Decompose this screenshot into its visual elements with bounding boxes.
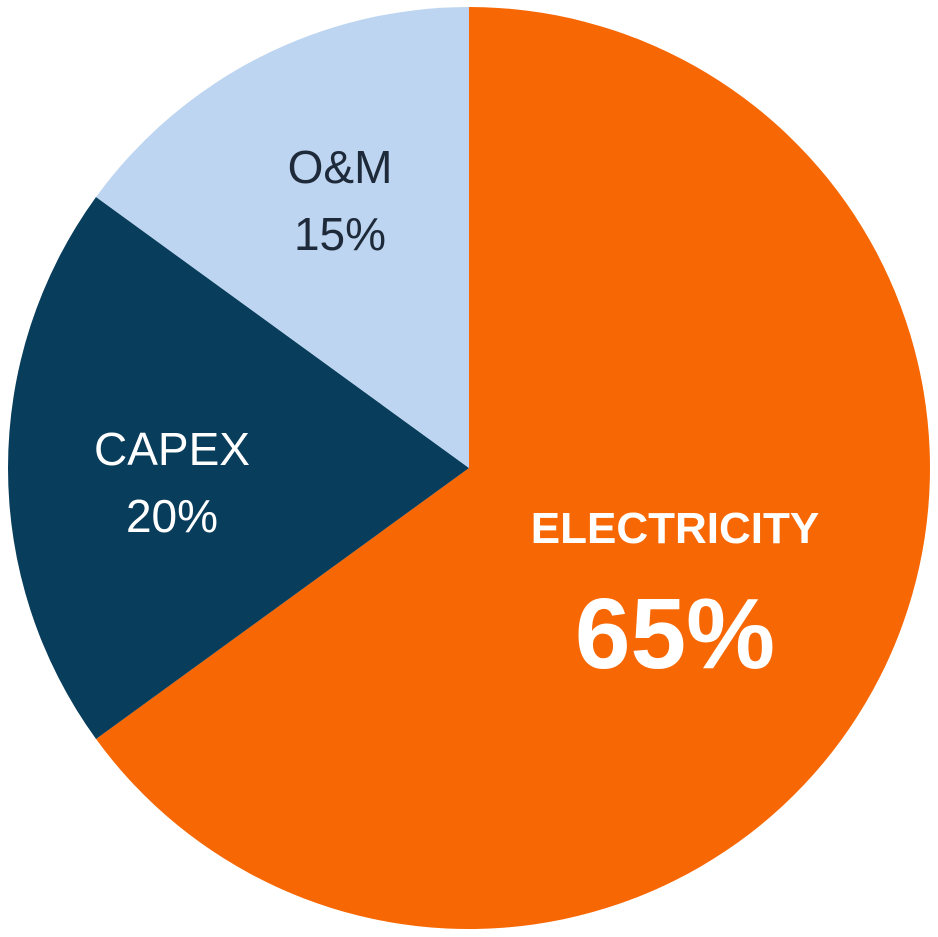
- slice-value-capex: 20%: [126, 490, 218, 542]
- slice-value-electricity: 65%: [575, 578, 775, 690]
- pie-labels: ELECTRICITY 65% CAPEX 20% O&M 15%: [94, 141, 819, 690]
- slice-label-electricity: ELECTRICITY: [531, 504, 819, 553]
- pie-slice-electricity: [96, 7, 930, 930]
- pie-slice-capex: [7, 197, 469, 739]
- slice-label-om: O&M: [288, 141, 393, 193]
- slice-label-capex: CAPEX: [94, 423, 250, 475]
- slice-value-om: 15%: [294, 208, 386, 260]
- pie-slices: [7, 7, 930, 930]
- pie-slice-o-m: [96, 7, 469, 468]
